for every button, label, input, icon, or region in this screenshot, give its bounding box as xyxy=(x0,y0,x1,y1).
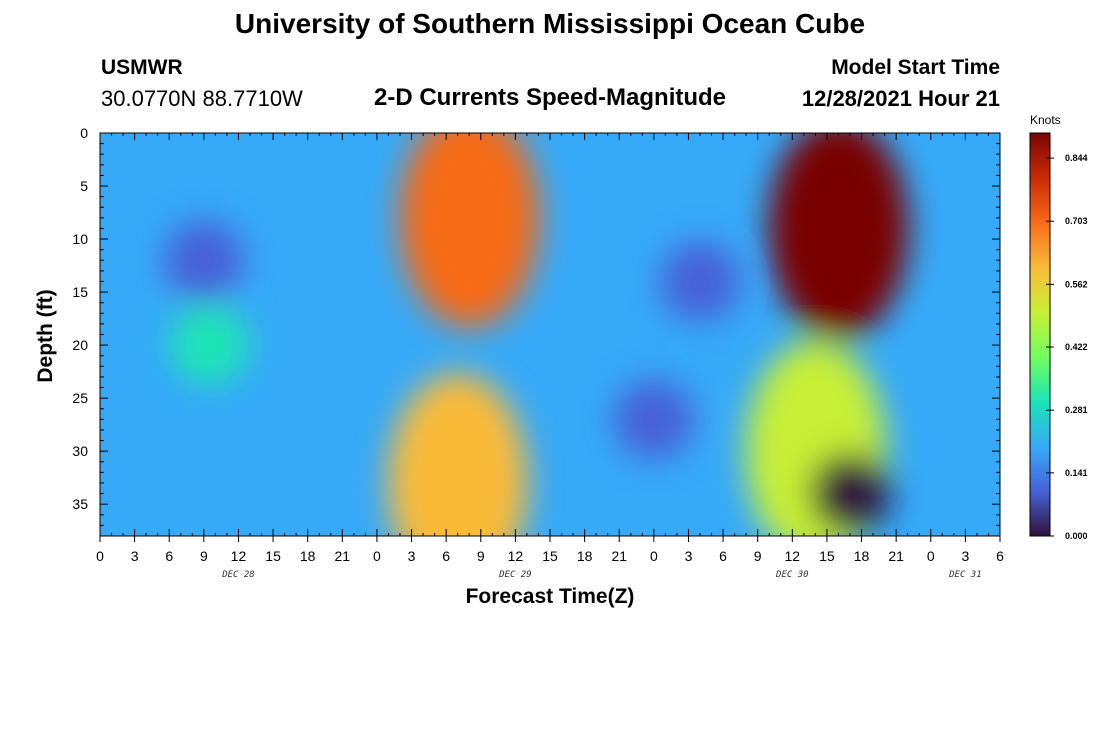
y-tick-label: 5 xyxy=(80,178,88,194)
x-tick-label: 6 xyxy=(165,548,173,564)
x-tick-label: 21 xyxy=(611,548,627,564)
x-tick-label: 12 xyxy=(785,548,801,564)
colorbar-tick-label: 0.141 xyxy=(1065,468,1088,478)
y-tick-label: 35 xyxy=(72,496,88,512)
colorbar xyxy=(1029,132,1051,537)
colorbar-tick-label: 0.844 xyxy=(1065,153,1088,163)
heatmap-feature-3 xyxy=(387,373,528,536)
x-tick-label: 3 xyxy=(408,548,416,564)
x-tick-label: 0 xyxy=(927,548,935,564)
x-day-label: DEC 30 xyxy=(775,570,809,580)
heatmap-feature-0 xyxy=(163,220,244,301)
x-tick-label: 3 xyxy=(685,548,693,564)
y-tick-label: 10 xyxy=(72,231,88,247)
model-start-value: 12/28/2021 Hour 21 xyxy=(801,86,1000,111)
y-tick-label: 25 xyxy=(72,390,88,406)
x-tick-label: 15 xyxy=(265,548,281,564)
x-tick-label: 0 xyxy=(650,548,658,564)
x-day-label: DEC 29 xyxy=(498,570,532,580)
chart-subtitle: 2-D Currents Speed-Magnitude xyxy=(373,84,727,111)
heatmap-plot-area xyxy=(100,133,1000,536)
colorbar-tick-label: 0.562 xyxy=(1065,279,1088,289)
heatmap-feature-6 xyxy=(768,133,909,339)
x-tick-label: 3 xyxy=(961,548,969,564)
x-day-label: DEC 31 xyxy=(948,570,982,580)
x-tick-label: 12 xyxy=(508,548,524,564)
x-tick-label: 3 xyxy=(131,548,139,564)
y-tick-label: 30 xyxy=(72,443,88,459)
colorbar-tick-label: 0.703 xyxy=(1065,216,1088,226)
x-tick-label: 6 xyxy=(442,548,450,564)
heatmap-feature-8 xyxy=(810,453,890,534)
station-coordinates: 30.0770N 88.7710W xyxy=(101,86,303,111)
x-tick-label: 21 xyxy=(888,548,904,564)
x-tick-label: 6 xyxy=(719,548,727,564)
chart-title: University of Southern Mississippi Ocean… xyxy=(234,8,866,39)
x-tick-label: 18 xyxy=(300,548,316,564)
x-tick-label: 9 xyxy=(754,548,762,564)
colorbar-tick-label: 0.422 xyxy=(1065,342,1088,352)
x-tick-label: 0 xyxy=(373,548,381,564)
station-id: USMWR xyxy=(101,56,183,79)
colorbar-unit-label: Knots xyxy=(1030,113,1061,127)
x-tick-label: 21 xyxy=(335,548,351,564)
y-tick-label: 20 xyxy=(72,337,88,353)
x-tick-label: 6 xyxy=(996,548,1004,564)
x-axis-label: Forecast Time(Z) xyxy=(465,585,635,608)
x-tick-label: 9 xyxy=(477,548,485,564)
heatmap-feature-1 xyxy=(169,305,250,386)
y-tick-label: 15 xyxy=(72,284,88,300)
x-tick-label: 18 xyxy=(577,548,593,564)
x-tick-label: 9 xyxy=(200,548,208,564)
x-tick-label: 15 xyxy=(542,548,558,564)
heatmap-feature-2 xyxy=(399,133,540,328)
colorbar-tick-label: 0.000 xyxy=(1065,531,1088,541)
x-tick-label: 18 xyxy=(854,548,870,564)
colorbar-tick-label: 0.281 xyxy=(1065,405,1088,415)
heatmap-feature-4 xyxy=(613,379,694,460)
x-tick-label: 15 xyxy=(819,548,835,564)
heatmap-feature-5 xyxy=(660,241,740,322)
model-start-label: Model Start Time xyxy=(831,56,1000,79)
x-day-label: DEC 28 xyxy=(221,570,255,580)
x-tick-label: 12 xyxy=(231,548,247,564)
x-tick-label: 0 xyxy=(96,548,104,564)
y-tick-label: 0 xyxy=(80,125,88,141)
